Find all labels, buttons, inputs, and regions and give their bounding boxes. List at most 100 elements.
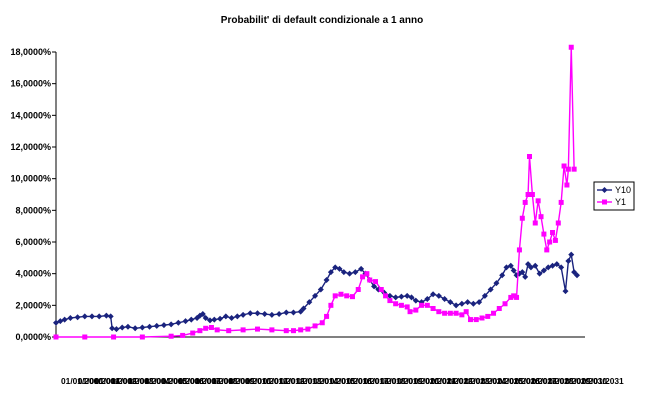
data-point [290,328,296,334]
x-tick-label: 01/01/2007 [179,376,221,386]
data-point [338,291,344,297]
x-tick-label: 01/01/2015 [313,376,355,386]
data-point [407,309,413,315]
data-point [96,313,103,320]
data-point [516,247,522,253]
data-point [538,214,544,220]
data-point [561,163,567,169]
data-point [507,262,514,269]
data-point [476,299,483,306]
chart-title: Probabilit' di default condizionale a 1 … [221,15,423,26]
data-point [496,306,502,311]
data-point [160,322,167,329]
data-point [555,220,561,226]
x-tick-label: 01/01/2023 [447,376,489,386]
data-point [430,291,437,298]
data-point [113,326,120,333]
data-point [367,277,373,283]
x-tick-label: 01/01/2003 [111,376,153,386]
legend-swatch-marker [601,187,608,193]
data-point [153,322,160,329]
data-point [312,292,319,299]
data-point [199,311,206,318]
data-point [568,44,574,50]
axes [55,52,585,338]
data-point [61,316,68,323]
x-tick-label: 01/01/2002 [95,376,137,386]
data-point [67,315,74,321]
data-point [300,305,307,312]
data-point [214,327,220,333]
data-point [323,277,330,283]
data-point [371,283,378,290]
x-tick-label: 01/01/2008 [195,376,237,386]
x-tick-label: 01/01/2016 [330,376,372,386]
y-tick-label: 14,0000% [10,110,51,120]
data-point [317,286,324,293]
data-point [424,302,430,308]
data-point [344,293,350,299]
data-point [298,327,304,333]
data-point [208,325,214,330]
legend-label: Y1 [615,197,626,207]
data-point [254,326,260,332]
data-point [139,334,145,340]
data-point [312,323,318,329]
y-axis-ticks: 0,0000% 2,0000% 4,0000% 6,0000% 8,0000% 10,00… [10,47,56,342]
x-tick-label: 01/01/2006 [162,376,204,386]
data-point [332,293,338,299]
data-point [499,272,506,279]
data-point [383,293,389,299]
data-point [124,323,131,330]
data-point [228,315,235,321]
data-point [240,311,247,318]
x-tick-label: 01/01/2009 [212,376,254,386]
y-tick-label: 16,0000% [10,79,51,89]
data-point [558,264,565,271]
y-tick-label: 8,0000% [15,205,51,215]
data-point [487,286,494,293]
data-point [547,239,553,245]
data-point [464,299,471,306]
series-layer [53,44,580,340]
data-point [324,313,330,319]
data-point [392,294,399,301]
data-point [268,311,275,318]
data-point [132,325,139,332]
data-point [571,269,578,276]
data-point [565,258,572,264]
data-point [107,313,114,320]
data-point [217,315,224,322]
data-point [447,299,454,306]
data-point [290,309,297,316]
data-point [404,304,410,310]
legend-swatch-marker [602,199,607,205]
x-tick-label: 01/01/2027 [515,376,557,386]
data-point [387,298,393,304]
data-point [419,302,425,308]
data-point [459,312,465,318]
data-point [202,315,209,321]
x-axis-ticks: 01/01/200001/01/200101/01/200201/01/2003… [61,376,624,386]
data-point [364,271,370,277]
data-point [413,307,419,313]
data-point [88,313,95,320]
y-tick-label: 12,0000% [10,142,51,152]
data-point [550,230,556,235]
data-point [511,293,517,299]
data-point [435,292,442,299]
data-point [175,319,182,326]
data-point [234,313,241,320]
x-tick-label: 01/01/2029 [548,376,590,386]
data-point [502,301,508,307]
legend-label: Y10 [615,185,631,195]
data-point [481,292,488,299]
data-point [453,310,459,316]
data-point [240,327,246,333]
data-point [553,261,560,268]
data-point [119,324,126,331]
data-point [226,328,232,334]
